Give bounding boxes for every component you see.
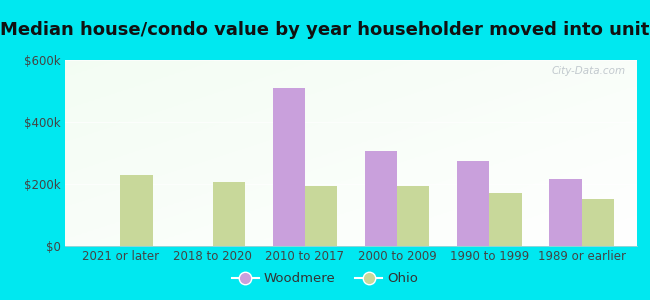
- Bar: [489, 193, 522, 246]
- Bar: [305, 186, 337, 246]
- Bar: [120, 175, 153, 246]
- Bar: [549, 179, 582, 246]
- Bar: [272, 88, 305, 246]
- Text: Median house/condo value by year householder moved into unit: Median house/condo value by year househo…: [0, 21, 650, 39]
- Bar: [213, 182, 245, 246]
- Bar: [457, 161, 489, 246]
- Bar: [397, 186, 430, 246]
- Text: City-Data.com: City-Data.com: [551, 66, 625, 76]
- Bar: [582, 199, 614, 246]
- Bar: [365, 152, 397, 246]
- Legend: Woodmere, Ohio: Woodmere, Ohio: [227, 267, 423, 290]
